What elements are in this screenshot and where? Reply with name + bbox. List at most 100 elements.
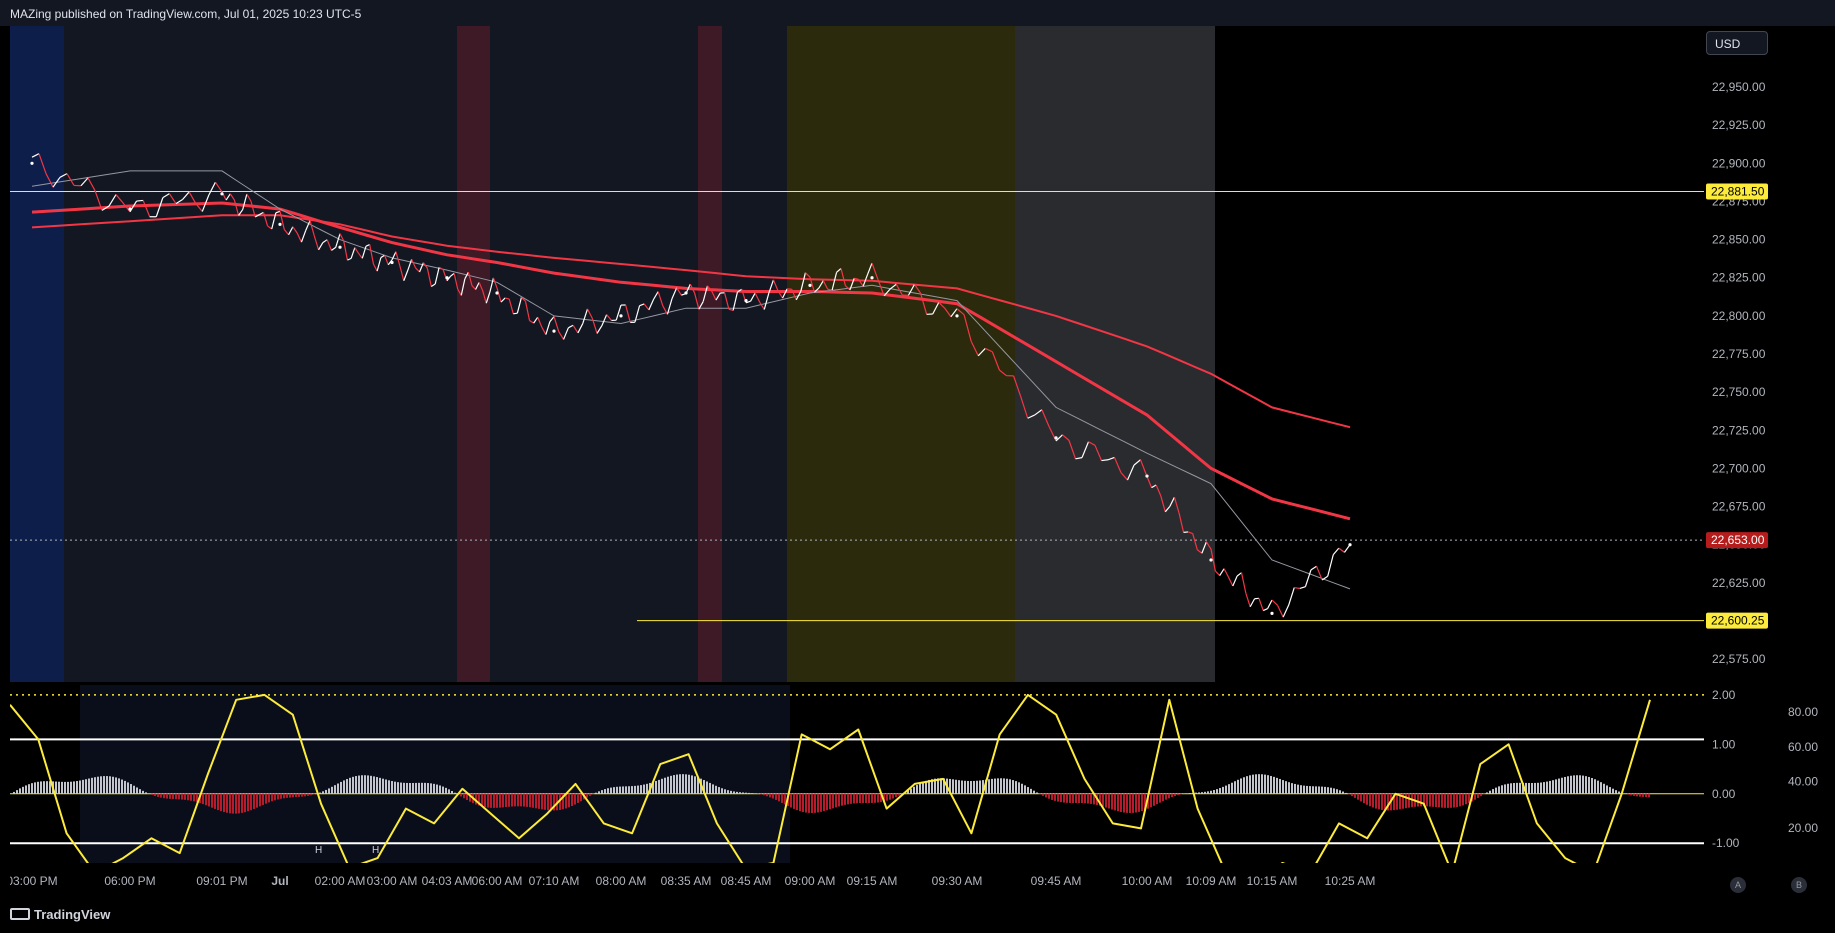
price-segment — [666, 298, 673, 315]
osc-histogram-bar — [1012, 780, 1014, 794]
time-label: 02:00 AM — [315, 874, 366, 888]
osc-histogram-bar — [1072, 793, 1074, 804]
osc-histogram-bar — [1387, 793, 1389, 811]
price-chart[interactable] — [10, 26, 1704, 682]
osc-histogram-bar — [1003, 778, 1005, 794]
osc-histogram-bar — [1171, 793, 1173, 798]
osc-histogram-bar — [40, 781, 42, 794]
price-segment — [395, 251, 401, 267]
osc-histogram-bar — [1519, 782, 1521, 794]
osc-histogram-bar — [91, 777, 93, 794]
osc-histogram-bar — [1426, 793, 1428, 807]
osc-histogram-bar — [961, 780, 963, 794]
price-segment — [791, 288, 797, 301]
price-segment — [1041, 409, 1050, 427]
osc-histogram-bar — [832, 793, 834, 809]
osc-histogram-bar — [943, 778, 945, 794]
osc-histogram-bar — [610, 787, 612, 794]
oscillator-axis[interactable]: 2.00 1.00 0.00 -1.00 80.00 60.00 40.00 20.00 — [1704, 685, 1835, 863]
price-segment — [711, 290, 717, 301]
osc-histogram-bar — [682, 774, 684, 794]
osc-histogram-bar — [1600, 782, 1602, 794]
osc-histogram-bar — [1525, 782, 1527, 794]
osc-histogram-bar — [1444, 793, 1446, 808]
osc-histogram-bar — [964, 780, 966, 794]
osc-histogram-bar — [1372, 793, 1374, 808]
price-axis[interactable]: 22,975.0022,950.0022,925.0022,900.0022,8… — [1704, 26, 1835, 682]
osc-histogram-bar — [136, 787, 138, 794]
osc-histogram-bar — [745, 792, 747, 794]
osc-histogram-bar — [130, 784, 132, 794]
osc-histogram-bar — [898, 793, 900, 796]
price-segment — [889, 283, 897, 290]
price-segment — [1075, 457, 1083, 460]
price-segment — [932, 302, 940, 315]
price-segment — [1277, 605, 1284, 618]
price-segment — [492, 277, 498, 289]
osc-histogram-bar — [694, 776, 696, 794]
price-segment — [545, 321, 551, 335]
osc-histogram-bar — [892, 793, 894, 799]
osc-histogram-bar — [922, 782, 924, 794]
osc-histogram-bar — [1468, 793, 1470, 803]
osc-histogram-bar — [514, 793, 516, 807]
time-label: 03:00 PM — [10, 874, 58, 888]
auto-scale-button[interactable]: A — [1730, 877, 1746, 893]
osc-histogram-bar — [976, 780, 978, 794]
osc-histogram-bar — [751, 793, 753, 794]
osc-histogram-bar — [907, 790, 909, 794]
price-segment — [907, 284, 916, 296]
osc-histogram-bar — [1441, 793, 1443, 808]
osc-histogram-bar — [37, 781, 39, 794]
bar-scale-button[interactable]: B — [1791, 877, 1807, 893]
price-point — [495, 291, 499, 295]
price-segment — [464, 271, 469, 280]
osc-histogram-bar — [970, 781, 972, 794]
currency-selector[interactable]: USD — [1706, 31, 1768, 55]
price-segment — [919, 292, 928, 315]
price-segment — [415, 267, 420, 273]
osc-histogram-bar — [1417, 793, 1419, 807]
osc-histogram-bar — [445, 787, 447, 794]
osc-histogram-bar — [574, 793, 576, 805]
price-segment — [854, 277, 859, 280]
osc-histogram-bar — [1384, 793, 1386, 811]
osc-histogram-bar — [1099, 793, 1101, 806]
osc-histogram-bar — [1195, 792, 1197, 794]
price-segment — [754, 292, 761, 303]
time-label: 10:00 AM — [1122, 874, 1173, 888]
time-axis[interactable]: 03:00 PM 06:00 PM 09:01 PM Jul 02:00 AM 03:00… — [10, 863, 1704, 898]
osc-histogram-bar — [1507, 783, 1509, 794]
osc-histogram-bar — [697, 777, 699, 794]
osc-histogram-bar — [1561, 777, 1563, 794]
osc-histogram-bar — [1480, 793, 1482, 797]
price-segment — [643, 303, 650, 311]
price-segment — [625, 304, 631, 323]
tradingview-logo[interactable]: TradingView — [10, 907, 110, 922]
price-tick-label: 22,925.00 — [1712, 118, 1766, 132]
tradingview-brand: TradingView — [34, 907, 111, 922]
osc-histogram-bar — [640, 785, 642, 794]
osc-histogram-bar — [844, 793, 846, 805]
osc-histogram-bar — [1618, 791, 1620, 794]
osc-histogram-bar — [1453, 793, 1455, 808]
price-segment — [453, 273, 459, 290]
price-segment — [358, 253, 363, 259]
osc-histogram-bar — [1648, 793, 1650, 798]
osc-histogram-bar — [289, 793, 291, 798]
time-label: 10:25 AM — [1325, 874, 1376, 888]
osc-histogram-bar — [784, 793, 786, 805]
osc-histogram-bar — [244, 793, 246, 813]
price-segment — [883, 288, 891, 297]
price-segment — [496, 287, 502, 303]
price-segment — [1192, 533, 1198, 550]
osc-histogram-bar — [82, 779, 84, 794]
osc-histogram-bar — [1009, 779, 1011, 794]
price-segment — [309, 220, 315, 236]
price-segment — [822, 280, 829, 290]
osc-histogram-bar — [769, 793, 771, 798]
osc-histogram-bar — [187, 793, 189, 801]
price-segment — [87, 177, 96, 191]
osc-histogram-bar — [25, 785, 27, 794]
